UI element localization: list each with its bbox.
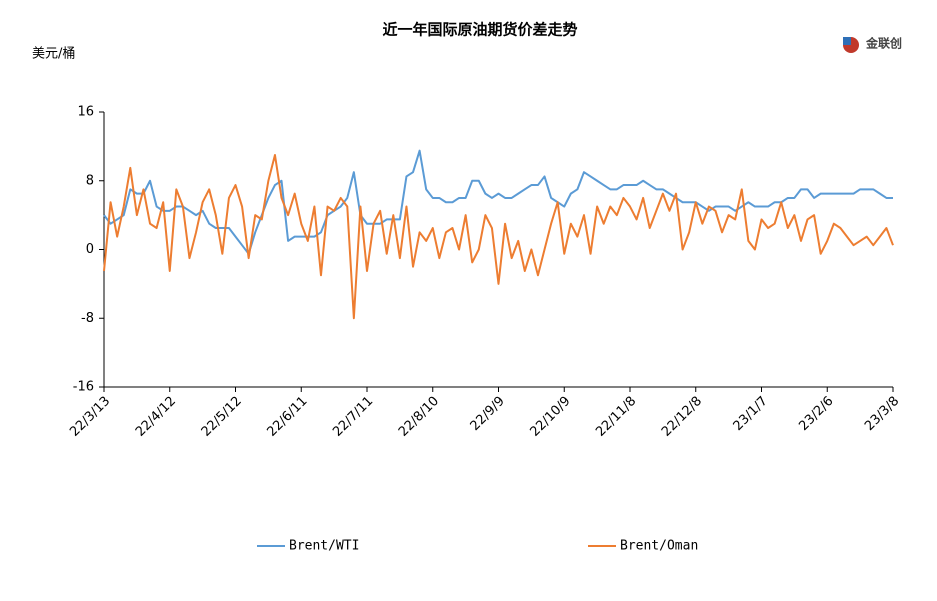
x-tick-label: 22/5/12 (199, 394, 245, 440)
y-axis-label: 美元/桶 (32, 47, 75, 62)
x-tick-label: 22/10/9 (528, 394, 574, 440)
x-tick-label: 22/6/11 (265, 394, 311, 440)
y-tick-label: -8 (81, 311, 94, 326)
x-tick-label: 23/1/7 (731, 394, 771, 434)
x-tick-label: 22/4/12 (133, 394, 179, 440)
x-tick-label: 22/12/8 (659, 394, 705, 440)
x-tick-label: 23/2/6 (796, 394, 836, 434)
logo-text: 金联创 (865, 36, 902, 51)
x-tick-label: 22/9/9 (468, 394, 508, 434)
logo-icon (843, 37, 851, 45)
x-tick-label: 22/7/11 (330, 394, 376, 440)
chart-title: 近一年国际原油期货价差走势 (382, 21, 577, 39)
logo: 金联创 (843, 36, 902, 53)
line (103, 153, 894, 320)
y-tick-label: -16 (73, 380, 94, 395)
x-tick-label: 22/3/13 (67, 394, 113, 440)
x-tick-label: 23/3/8 (862, 394, 902, 434)
x-tick-label: 22/11/8 (593, 394, 639, 440)
y-tick-label: 16 (77, 105, 94, 120)
x-tick-label: 22/8/10 (396, 394, 442, 440)
line (103, 149, 893, 255)
y-tick-label: 8 (86, 173, 94, 188)
legend-label: Brent/Oman (620, 539, 698, 554)
legend-label: Brent/WTI (289, 539, 359, 554)
y-tick-label: 0 (86, 242, 94, 257)
